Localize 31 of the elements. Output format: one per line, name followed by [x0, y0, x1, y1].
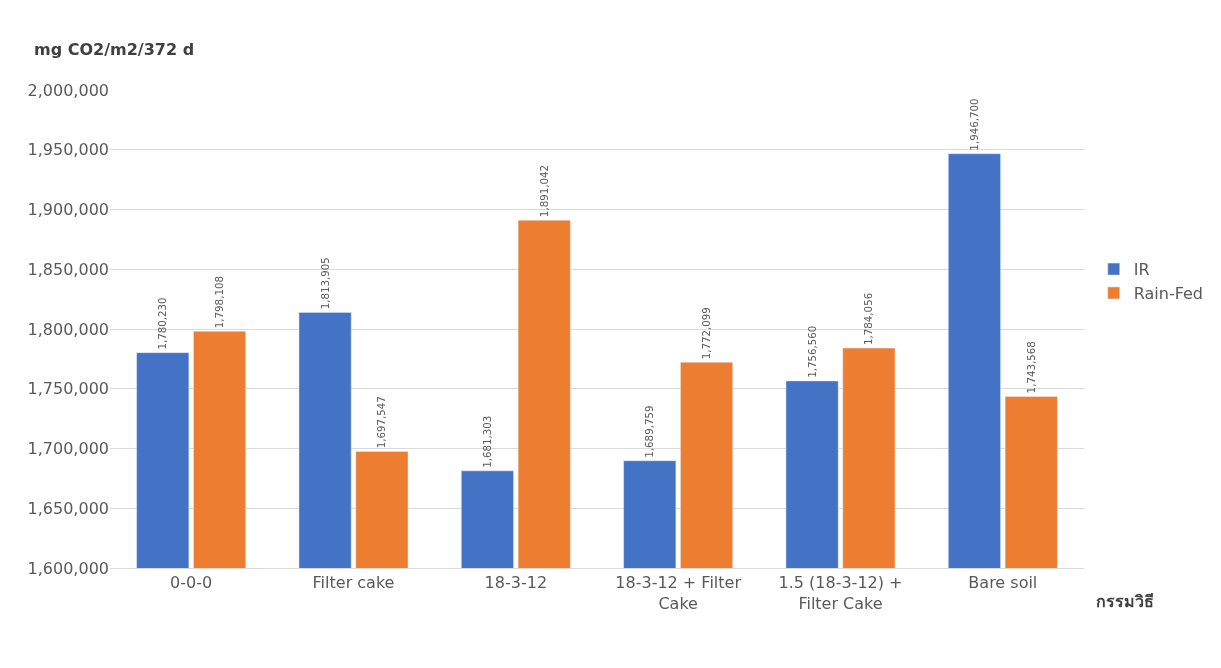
- y-tick-label: 1,700,000: [27, 439, 109, 459]
- x-tick-label: Filter cake: [312, 573, 395, 593]
- legend-label: Rain-Fed: [1133, 284, 1204, 304]
- data-label: 1,798,108: [213, 276, 225, 329]
- x-tick-label: 18-3-12 + Filter Cake: [615, 573, 742, 613]
- data-label: 1,772,099: [700, 307, 712, 360]
- data-label: 1,756,560: [805, 325, 818, 378]
- legend-label: IR: [1133, 260, 1150, 280]
- y-tick-label: 1,650,000: [27, 498, 109, 518]
- y-axis-title: mg CO2/m2/372 d: [34, 40, 195, 59]
- y-tick-label: 1,950,000: [27, 140, 109, 160]
- x-tick-label: 1.5 (18-3-12) + Filter Cake: [778, 573, 903, 613]
- data-label: 1,743,568: [1024, 341, 1037, 394]
- x-tick-label: 18-3-12: [484, 573, 548, 593]
- x-tick-label: 0-0-0: [170, 573, 213, 593]
- data-label: 1,813,905: [318, 257, 331, 310]
- data-label: 1,780,230: [156, 297, 169, 350]
- y-tick-label: 1,800,000: [27, 319, 109, 339]
- data-label: 1,697,547: [375, 396, 388, 449]
- y-tick-label: 1,900,000: [27, 200, 109, 220]
- y-tick-label: 1,850,000: [27, 259, 109, 279]
- x-tick-label: Bare soil: [968, 573, 1038, 593]
- y-tick-label: 2,000,000: [27, 80, 109, 100]
- y-tick-label: 1,600,000: [27, 558, 109, 578]
- data-label: 1,891,042: [537, 164, 550, 218]
- data-label: 1,946,700: [967, 98, 980, 151]
- x-axis-title: กรรมวิธี: [1096, 592, 1154, 611]
- y-tick-label: 1,750,000: [27, 379, 109, 399]
- data-label: 1,681,303: [480, 415, 493, 468]
- data-label: 1,784,056: [862, 292, 875, 345]
- data-label: 1,689,759: [643, 405, 656, 458]
